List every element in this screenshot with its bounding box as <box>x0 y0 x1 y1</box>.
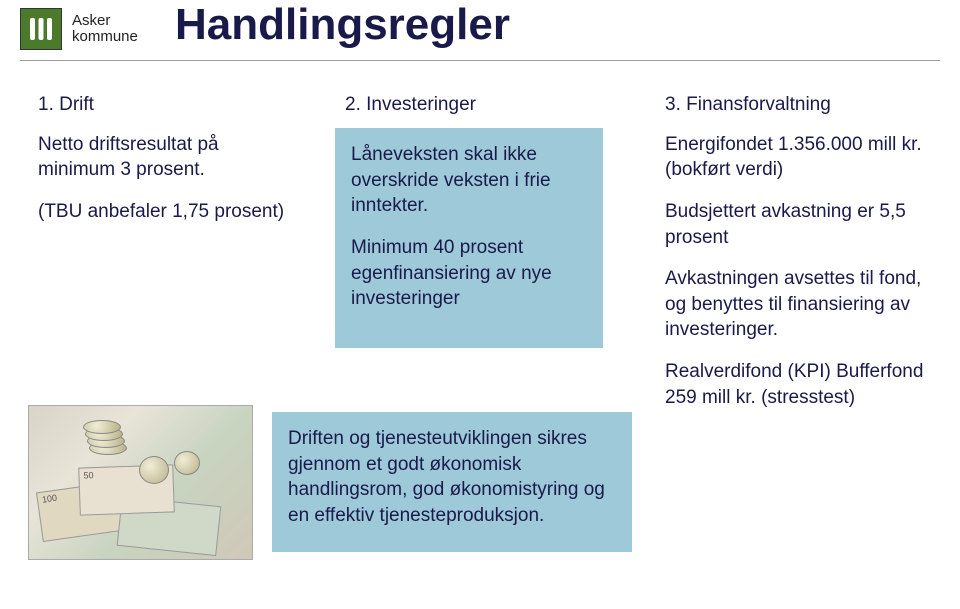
title-divider <box>20 60 940 61</box>
col1-heading: 1. Drift <box>38 92 298 118</box>
org-line1: Asker <box>72 13 138 30</box>
money-image: 100 500 50 <box>28 405 253 560</box>
col3-heading: 3. Finansforvaltning <box>665 92 940 118</box>
coin-icon <box>139 456 169 484</box>
col3-p3: Avkastningen avsettes til fond, og benyt… <box>665 266 940 343</box>
col2-heading: 2. Investeringer <box>345 92 605 118</box>
col2-box-p2: Minimum 40 prosent egenfinansiering av n… <box>351 235 587 312</box>
col3-p1: Energifondet 1.356.000 mill kr. (bokført… <box>665 132 940 183</box>
org-line2: kommune <box>72 29 138 46</box>
column-drift: 1. Drift Netto driftsresultat på minimum… <box>38 92 298 241</box>
header: Asker kommune <box>20 8 138 50</box>
page-title: Handlingsregler <box>175 0 510 50</box>
coin-icon <box>174 451 200 475</box>
coin-icon <box>83 420 121 434</box>
column-finansforvaltning: 3. Finansforvaltning Energifondet 1.356.… <box>665 92 940 426</box>
col3-p2: Budsjettert avkastning er 5,5 prosent <box>665 199 940 250</box>
col1-p2: (TBU anbefaler 1,75 prosent) <box>38 199 298 225</box>
col2-box-p1: Låneveksten skal ikke overskride veksten… <box>351 142 587 219</box>
summary-box: Driften og tjenesteutviklingen sikres gj… <box>272 412 632 552</box>
municipality-name: Asker kommune <box>72 13 138 46</box>
investeringer-box: Låneveksten skal ikke overskride veksten… <box>335 128 603 348</box>
column-investeringer-heading: 2. Investeringer <box>345 92 605 132</box>
summary-text: Driften og tjenesteutviklingen sikres gj… <box>288 426 616 529</box>
col3-p4: Realverdifond (KPI) Bufferfond 259 mill … <box>665 359 940 410</box>
municipality-logo-icon <box>20 8 62 50</box>
col1-p1: Netto driftsresultat på minimum 3 prosen… <box>38 132 298 183</box>
